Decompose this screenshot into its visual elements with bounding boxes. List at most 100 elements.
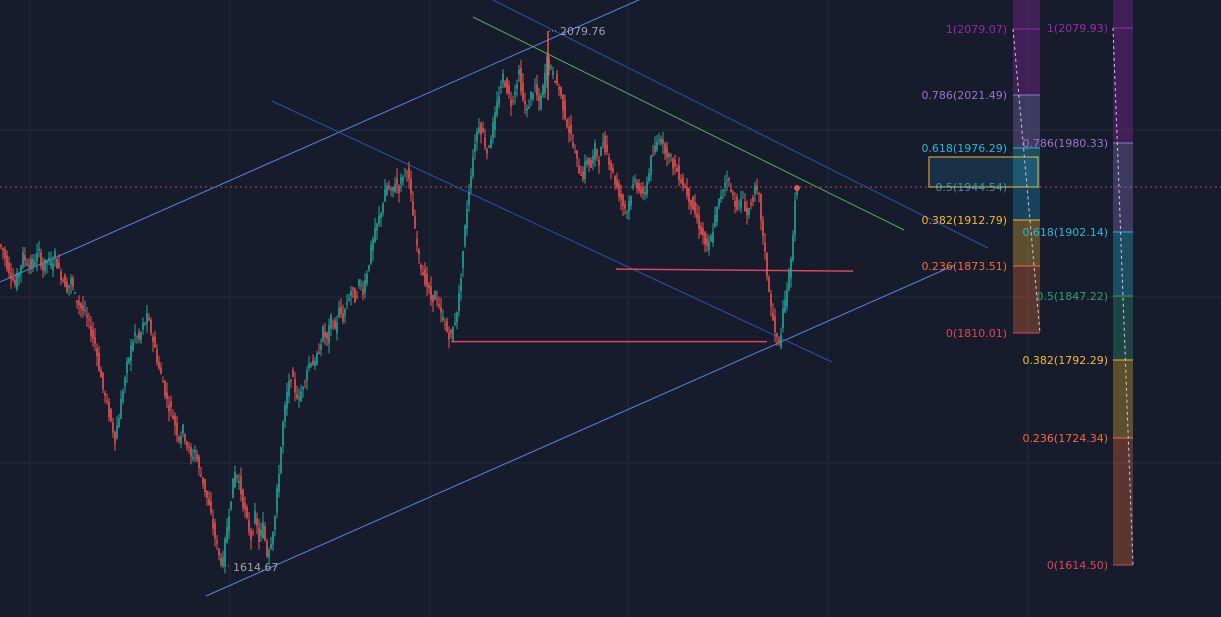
candle-body <box>584 161 586 179</box>
candle-body <box>538 95 540 101</box>
candle-body <box>42 264 44 271</box>
candle-body <box>628 201 630 212</box>
candle-body <box>540 95 542 110</box>
candle-body <box>494 112 496 130</box>
candle-body <box>546 55 548 80</box>
candle-body <box>624 204 626 209</box>
candle-body <box>280 447 282 474</box>
fib-retracements: 1(2079.07) 0.786(2021.49) 0.618(1976.29) 0.… <box>921 0 1134 572</box>
candle-body <box>544 72 546 94</box>
candle-body <box>660 138 662 144</box>
fib-highlight-box <box>928 156 1039 188</box>
fib-right-band <box>1113 232 1133 296</box>
candle-body <box>384 189 386 202</box>
candle-body <box>428 284 430 289</box>
candle-body <box>796 190 798 195</box>
candle-body <box>678 165 680 181</box>
candle-body <box>578 166 580 174</box>
candle-body <box>686 186 688 196</box>
annotations: 2079.76 1614.67 <box>233 25 606 574</box>
candle-body <box>76 300 78 303</box>
candle-body <box>756 186 758 190</box>
fib-left-level-label: 0.382(1912.79) <box>921 214 1007 227</box>
candle-body <box>250 531 252 541</box>
candle-body <box>658 139 660 142</box>
candle-body <box>346 302 348 305</box>
candle-body <box>498 96 500 104</box>
candle-body <box>484 137 486 148</box>
candle-body <box>556 73 558 84</box>
candle-body <box>50 260 52 267</box>
candle-body <box>328 325 330 344</box>
candle-body <box>710 236 712 242</box>
candle-body <box>444 323 446 325</box>
candle-body <box>390 188 392 190</box>
candle-body <box>282 422 284 446</box>
candle-body <box>468 192 470 206</box>
candle-body <box>716 206 718 222</box>
candle-body <box>344 309 346 316</box>
candle-body <box>4 249 6 259</box>
candle-body <box>642 186 644 194</box>
candle-body <box>592 155 594 164</box>
candle-body <box>364 280 366 293</box>
candle-body <box>738 203 740 205</box>
candle-body <box>278 474 280 492</box>
candle-body <box>410 178 412 194</box>
channel-lower-line <box>205 264 956 597</box>
candle-body <box>692 196 694 210</box>
candle-body <box>790 258 792 279</box>
candle-body <box>464 225 466 246</box>
candle-body <box>404 169 406 171</box>
candle-body <box>68 285 70 288</box>
candle-body <box>644 192 646 196</box>
candle-body <box>432 295 434 303</box>
candle-body <box>172 415 174 420</box>
candle-body <box>694 202 696 214</box>
candle-body <box>330 314 332 329</box>
candle-body <box>496 101 498 116</box>
candle-body <box>510 99 512 107</box>
candle-body <box>10 272 12 279</box>
candle-body <box>616 179 618 187</box>
candle-body <box>520 67 522 92</box>
candle-body <box>70 277 72 285</box>
candle-body <box>718 198 720 207</box>
candle-body <box>110 408 112 421</box>
candle-body <box>388 185 390 189</box>
candle-body <box>348 298 350 300</box>
candle-body <box>478 127 480 132</box>
candle-body <box>80 303 82 309</box>
candle-body <box>54 250 56 258</box>
candle-body <box>326 332 328 339</box>
candle-body <box>682 177 684 186</box>
candle-body <box>792 234 794 261</box>
candle-body <box>322 326 324 341</box>
candle-body <box>38 248 40 251</box>
candle-body <box>684 185 686 189</box>
candle-body <box>268 550 270 558</box>
candle-body <box>182 424 184 434</box>
candle-body <box>396 178 398 185</box>
candle-body <box>460 278 462 292</box>
candle-body <box>32 258 34 268</box>
candle-body <box>564 100 566 119</box>
candle-body <box>782 308 784 329</box>
candle-body <box>130 345 132 362</box>
candle-body <box>490 138 492 148</box>
candle-body <box>378 215 380 224</box>
candle-body <box>366 274 368 284</box>
candle-body <box>220 558 222 565</box>
candle-body <box>754 185 756 195</box>
candle-body <box>706 238 708 247</box>
candle-body <box>276 488 278 513</box>
candle-body <box>272 531 274 545</box>
candle-body <box>760 194 762 222</box>
candle-body <box>150 320 152 334</box>
candle-body <box>232 478 234 499</box>
candle-body <box>112 421 114 433</box>
fib-left-band <box>1013 266 1040 333</box>
candle-body <box>542 84 544 95</box>
